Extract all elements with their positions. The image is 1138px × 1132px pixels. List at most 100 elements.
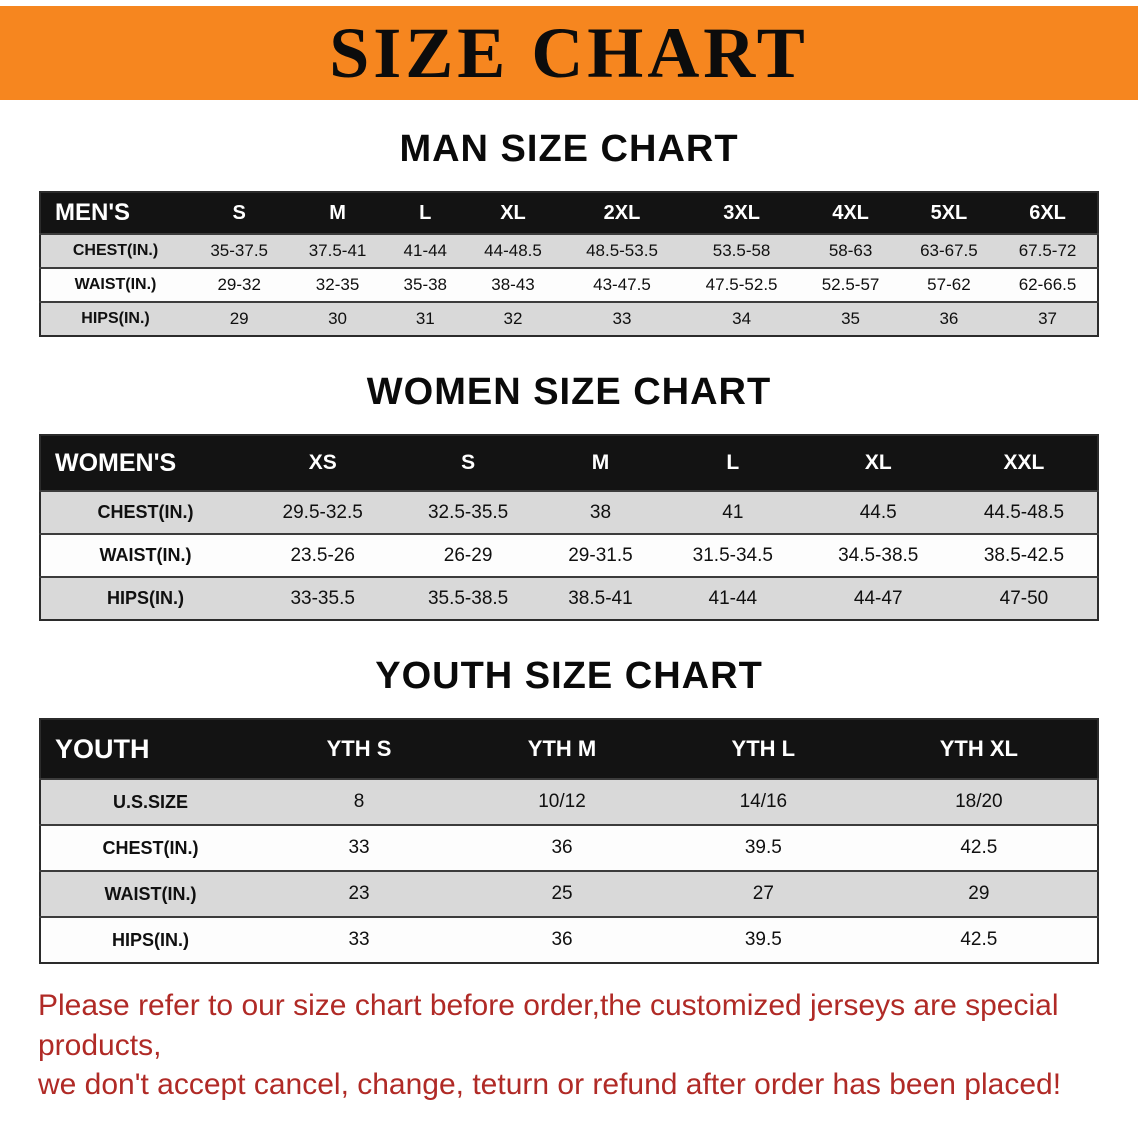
size-value-cell: 32.5-35.5 (395, 490, 541, 534)
size-value-cell: 32 (463, 301, 563, 336)
size-value-cell: 36 (899, 301, 999, 336)
size-value-cell: 25 (458, 870, 666, 917)
size-value-cell: 23.5-26 (250, 533, 396, 577)
size-value-cell: 34 (681, 301, 802, 336)
size-chart-banner: SIZE CHART (0, 6, 1138, 100)
table-row: WAIST(IN.) 29-32 32-35 35-38 38-43 43-47.5 47.… (40, 267, 1098, 302)
size-value-cell: 41-44 (386, 233, 464, 268)
size-value-cell: 39.5 (666, 824, 861, 871)
size-column-header: 5XL (899, 192, 999, 234)
size-column-header: S (190, 192, 289, 234)
size-value-cell: 31.5-34.5 (660, 533, 806, 577)
size-value-cell: 52.5-57 (801, 267, 900, 302)
size-column-header: YTH L (666, 719, 861, 779)
row-label: WAIST(IN.) (40, 870, 260, 917)
youth-size-table: YOUTH YTH S YTH M YTH L YTH XL U.S.SIZE 8 10/12… (39, 718, 1099, 964)
size-value-cell: 58-63 (801, 233, 900, 268)
size-value-cell: 32-35 (288, 267, 387, 302)
size-value-cell: 39.5 (666, 916, 861, 963)
row-label: WAIST(IN.) (40, 533, 250, 577)
table-row: CHEST(IN.) 29.5-32.5 32.5-35.5 38 41 44.5 44.5… (40, 490, 1098, 534)
size-value-cell: 41-44 (660, 576, 806, 620)
size-column-header: XL (463, 192, 563, 234)
size-value-cell: 63-67.5 (899, 233, 999, 268)
size-value-cell: 29-32 (190, 267, 289, 302)
size-value-cell: 36 (458, 824, 666, 871)
size-value-cell: 44-48.5 (463, 233, 563, 268)
size-value-cell: 35 (801, 301, 900, 336)
size-value-cell: 34.5-38.5 (805, 533, 951, 577)
size-value-cell: 23 (260, 870, 459, 917)
size-value-cell: 42.5 (860, 916, 1098, 963)
size-value-cell: 26-29 (395, 533, 541, 577)
size-value-cell: 27 (666, 870, 861, 917)
size-value-cell: 43-47.5 (562, 267, 682, 302)
women-size-section: WOMEN SIZE CHART WOMEN'S XS S M L XL XXL CHEST(… (0, 371, 1138, 621)
notice-line-1: Please refer to our size chart before or… (38, 989, 1059, 1062)
size-value-cell: 35.5-38.5 (395, 576, 541, 620)
table-row: HIPS(IN.) 33-35.5 35.5-38.5 38.5-41 41-44 44-… (40, 576, 1098, 620)
men-section-heading: MAN SIZE CHART (399, 128, 739, 170)
size-column-header: 6XL (998, 192, 1098, 234)
size-value-cell: 33 (260, 916, 459, 963)
size-value-cell: 30 (288, 301, 387, 336)
size-value-cell: 37.5-41 (288, 233, 387, 268)
row-label: CHEST(IN.) (40, 233, 190, 268)
size-value-cell: 33-35.5 (250, 576, 396, 620)
size-column-header: 2XL (562, 192, 682, 234)
size-column-header: M (288, 192, 387, 234)
size-value-cell: 33 (562, 301, 682, 336)
size-column-header: 3XL (681, 192, 802, 234)
women-section-heading: WOMEN SIZE CHART (366, 371, 772, 413)
size-value-cell: 36 (458, 916, 666, 963)
table-header-row: WOMEN'S XS S M L XL XXL (40, 435, 1098, 491)
row-group-label: YOUTH (40, 719, 260, 779)
row-label: U.S.SIZE (40, 778, 260, 825)
size-value-cell: 29 (190, 301, 289, 336)
table-row: CHEST(IN.) 33 36 39.5 42.5 (40, 824, 1098, 871)
table-row: HIPS(IN.) 29 30 31 32 33 34 35 36 37 (40, 301, 1098, 336)
row-label: HIPS(IN.) (40, 301, 190, 336)
row-label: HIPS(IN.) (40, 916, 260, 963)
size-value-cell: 18/20 (860, 778, 1098, 825)
size-value-cell: 8 (260, 778, 459, 825)
size-value-cell: 44-47 (805, 576, 951, 620)
size-value-cell: 29-31.5 (540, 533, 661, 577)
size-value-cell: 29 (860, 870, 1098, 917)
size-value-cell: 44.5-48.5 (950, 490, 1098, 534)
row-group-label: WOMEN'S (40, 435, 250, 491)
footer-notice: Please refer to our size chart before or… (0, 964, 1138, 1105)
size-value-cell: 14/16 (666, 778, 861, 825)
row-label: CHEST(IN.) (40, 824, 260, 871)
size-value-cell: 67.5-72 (998, 233, 1098, 268)
size-value-cell: 37 (998, 301, 1098, 336)
youth-section-heading: YOUTH SIZE CHART (375, 655, 763, 697)
men-size-table: MEN'S S M L XL 2XL 3XL 4XL 5XL 6XL CHEST(IN.) 35-37… (39, 191, 1099, 337)
size-column-header: XL (805, 435, 951, 491)
table-header-row: MEN'S S M L XL 2XL 3XL 4XL 5XL 6XL (40, 192, 1098, 234)
table-row: CHEST(IN.) 35-37.5 37.5-41 41-44 44-48.5 48.5… (40, 233, 1098, 268)
size-column-header: 4XL (801, 192, 900, 234)
row-label: WAIST(IN.) (40, 267, 190, 302)
table-row: WAIST(IN.) 23 25 27 29 (40, 870, 1098, 917)
size-value-cell: 35-38 (386, 267, 464, 302)
size-value-cell: 29.5-32.5 (250, 490, 396, 534)
table-row: HIPS(IN.) 33 36 39.5 42.5 (40, 916, 1098, 963)
size-value-cell: 38.5-41 (540, 576, 661, 620)
youth-size-section: YOUTH SIZE CHART YOUTH YTH S YTH M YTH L YTH… (0, 655, 1138, 964)
size-column-header: L (660, 435, 806, 491)
row-group-label: MEN'S (40, 192, 190, 234)
table-header-row: YOUTH YTH S YTH M YTH L YTH XL (40, 719, 1098, 779)
size-value-cell: 47.5-52.5 (681, 267, 802, 302)
size-column-header: S (395, 435, 541, 491)
size-column-header: YTH M (458, 719, 666, 779)
size-value-cell: 35-37.5 (190, 233, 289, 268)
size-value-cell: 10/12 (458, 778, 666, 825)
women-size-table: WOMEN'S XS S M L XL XXL CHEST(IN.) 29.5-32.5 32.5… (39, 434, 1099, 621)
size-value-cell: 48.5-53.5 (562, 233, 682, 268)
table-row: WAIST(IN.) 23.5-26 26-29 29-31.5 31.5-34.5 34… (40, 533, 1098, 577)
banner-title: SIZE CHART (329, 12, 809, 93)
size-column-header: L (386, 192, 464, 234)
size-column-header: YTH S (260, 719, 459, 779)
